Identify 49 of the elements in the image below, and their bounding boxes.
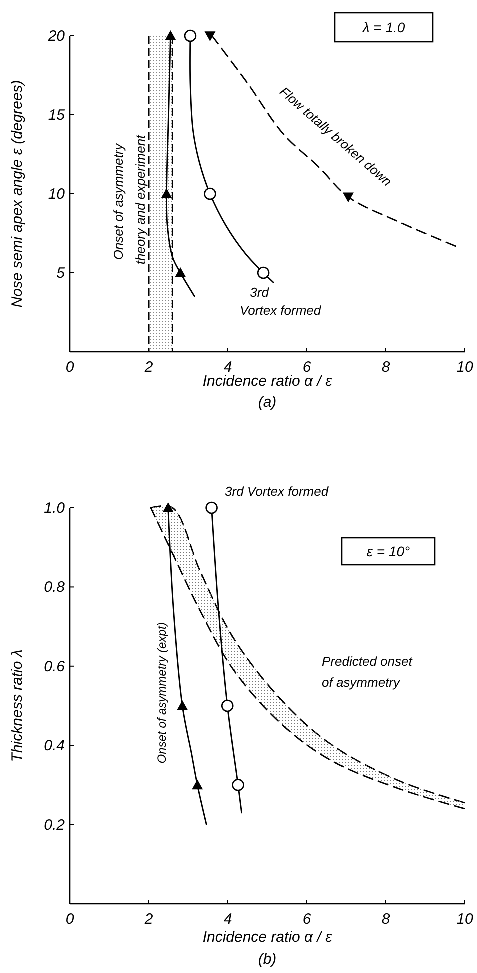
annotation: Onset of asymmetry (expt) bbox=[155, 622, 169, 764]
x-axis-title: Incidence ratio α / ε bbox=[202, 929, 333, 946]
point bbox=[206, 502, 218, 514]
x-tick-label: 2 bbox=[144, 911, 154, 928]
text: (a) bbox=[258, 394, 277, 411]
y-tick-label: 0.4 bbox=[44, 738, 65, 755]
y-tick-label: 1.0 bbox=[44, 500, 66, 517]
annotation: ε = 10° bbox=[366, 544, 411, 560]
annotation: 3rd Vortex formed bbox=[225, 484, 330, 499]
y-tick-label: 0.6 bbox=[44, 658, 66, 676]
text: (b) bbox=[258, 951, 277, 968]
point bbox=[204, 32, 216, 42]
point bbox=[232, 779, 244, 792]
point bbox=[162, 502, 174, 512]
y-tick-label: 20 bbox=[47, 28, 66, 45]
x-tick-label: 4 bbox=[224, 911, 232, 928]
y-tick-label: 0.8 bbox=[44, 579, 66, 596]
x-tick-label: 8 bbox=[382, 911, 391, 928]
x-tick-label: 2 bbox=[144, 359, 154, 376]
annotation: 3rd Vortex formed bbox=[240, 285, 322, 318]
point bbox=[342, 192, 354, 203]
point bbox=[204, 188, 216, 200]
point bbox=[221, 700, 234, 712]
x-tick-label: 6 bbox=[302, 911, 312, 928]
annotation: Onset of asymmetry theory and experiment bbox=[111, 134, 148, 265]
x-tick-label: 4 bbox=[224, 359, 232, 376]
x-tick-label: 0 bbox=[66, 359, 75, 376]
y-tick-label: 0.2 bbox=[44, 816, 66, 834]
x-axis-title: Incidence ratio α / ε bbox=[202, 373, 333, 390]
x-tick-label: 8 bbox=[382, 359, 391, 376]
point bbox=[184, 30, 197, 42]
point bbox=[192, 780, 204, 790]
x-tick-label: 6 bbox=[302, 359, 312, 376]
point bbox=[257, 266, 270, 280]
note-box: ε = 10° bbox=[341, 537, 436, 566]
point bbox=[165, 30, 176, 40]
y-axis-title: Thickness ratio λ bbox=[9, 650, 26, 762]
y-tick-label: 15 bbox=[48, 107, 66, 124]
x-tick-label: 10 bbox=[456, 359, 474, 376]
x-tick-label: 10 bbox=[456, 911, 474, 928]
note-box: λ = 1.0 bbox=[334, 12, 434, 43]
point bbox=[175, 268, 186, 278]
annotation: Predicted onset of asymmetry bbox=[322, 654, 414, 690]
y-tick-label: 10 bbox=[48, 186, 66, 203]
point bbox=[161, 188, 172, 198]
y-axis-title: Nose semi apex angle ε (degrees) bbox=[9, 80, 26, 308]
y-tick-label: 5 bbox=[56, 265, 66, 282]
x-tick-label: 0 bbox=[66, 911, 75, 928]
point bbox=[177, 700, 188, 710]
